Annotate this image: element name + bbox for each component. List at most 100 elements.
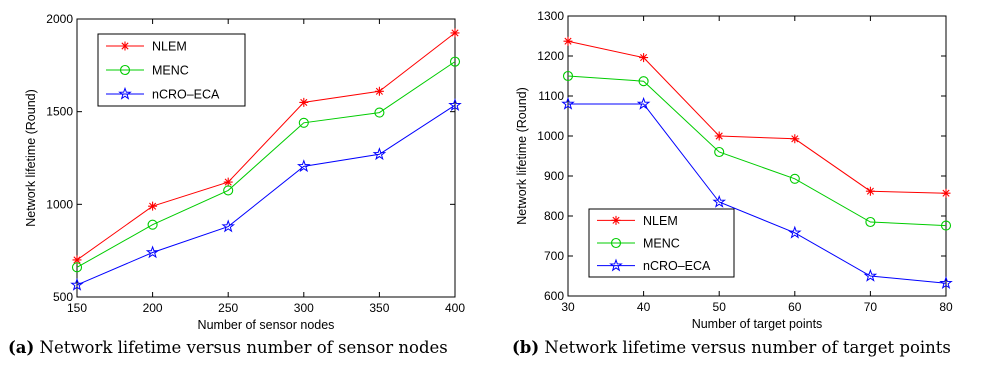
y-tick-label: 2000 <box>46 12 73 26</box>
x-tick-label: 60 <box>788 300 802 314</box>
data-point-shape <box>147 219 158 230</box>
data-point <box>449 56 461 67</box>
x-tick-label: 300 <box>294 301 314 315</box>
data-point-shape <box>374 107 385 118</box>
series-1 <box>562 70 952 231</box>
data-point-shape <box>223 177 233 187</box>
data-point-shape <box>450 28 460 38</box>
y-axis-label: Network lifetime (Round) <box>24 89 38 227</box>
data-point <box>450 28 460 38</box>
legend-marker-shape <box>119 64 131 76</box>
y-tick-label: 700 <box>544 249 564 263</box>
legend-marker <box>609 258 623 272</box>
x-axis-label: Number of target points <box>692 317 823 331</box>
data-point-shape <box>939 276 953 289</box>
legend-label: MENC <box>643 237 680 251</box>
series-2 <box>561 96 953 289</box>
data-point-shape <box>70 277 84 291</box>
data-point-shape <box>448 98 462 111</box>
data-point <box>374 86 384 96</box>
series-line <box>76 104 456 286</box>
legend-label: nCRO–ECA <box>152 88 220 102</box>
data-point <box>145 245 160 259</box>
data-point-shape <box>562 70 574 82</box>
data-point <box>374 107 385 118</box>
legend-label: NLEM <box>152 40 187 54</box>
data-point <box>639 53 649 63</box>
data-point <box>448 98 462 111</box>
legend-label: NLEM <box>643 214 678 228</box>
x-tick-label: 350 <box>369 301 389 315</box>
legend-marker <box>120 41 130 51</box>
data-point <box>297 159 311 173</box>
data-point-shape <box>865 186 875 196</box>
data-point <box>563 36 573 46</box>
data-point-shape <box>714 131 724 141</box>
data-point-shape <box>449 56 461 67</box>
data-point-shape <box>941 188 951 198</box>
data-point <box>223 177 233 187</box>
data-point <box>939 276 953 289</box>
caption-a-label: (a) <box>8 338 35 357</box>
data-point-shape <box>374 86 384 96</box>
legend-marker-shape <box>609 258 623 272</box>
data-point <box>865 186 875 196</box>
legend: NLEM MENC nCRO–ECA <box>588 208 735 278</box>
y-tick-label: 600 <box>544 289 564 303</box>
data-point-shape <box>298 117 309 128</box>
data-point <box>788 225 802 239</box>
legend-marker-shape <box>118 86 132 100</box>
legend-label: nCRO–ECA <box>643 259 711 273</box>
data-point <box>298 117 309 128</box>
caption-a: (a) Network lifetime versus number of se… <box>8 338 448 357</box>
data-point <box>712 194 726 208</box>
data-point-shape <box>297 159 311 173</box>
data-point-shape <box>865 216 876 228</box>
y-tick-label: 1000 <box>537 129 564 143</box>
y-tick-label: 1500 <box>46 105 73 119</box>
y-tick-label: 1300 <box>537 9 564 23</box>
data-point-shape <box>145 245 160 259</box>
data-point-shape <box>790 134 800 144</box>
legend-marker <box>118 86 132 100</box>
data-point <box>561 96 575 110</box>
x-tick-label: 40 <box>637 300 651 314</box>
series-line <box>76 32 456 261</box>
series-line <box>567 75 947 227</box>
legend-marker <box>119 64 131 76</box>
legend-marker-shape <box>120 41 130 51</box>
legend-marker-shape <box>610 237 622 249</box>
y-tick-label: 1200 <box>537 49 564 63</box>
caption-b-text: Network lifetime versus number of target… <box>539 338 951 357</box>
data-point <box>70 277 84 291</box>
x-tick-label: 30 <box>561 300 575 314</box>
caption-b: (b) Network lifetime versus number of ta… <box>512 338 951 357</box>
data-point <box>714 146 725 158</box>
legend-marker-shape <box>611 215 621 225</box>
data-point <box>940 220 952 231</box>
x-tick-label: 70 <box>864 300 878 314</box>
data-point <box>865 216 876 228</box>
data-point-shape <box>148 201 158 211</box>
data-point <box>221 219 235 233</box>
data-point-shape <box>372 147 387 161</box>
data-point-shape <box>788 225 802 239</box>
series-2 <box>70 98 462 291</box>
data-point-shape <box>638 76 649 87</box>
x-tick-label: 200 <box>143 301 163 315</box>
series-1 <box>71 56 461 273</box>
data-point <box>148 201 158 211</box>
data-point-shape <box>72 255 82 265</box>
legend-marker <box>611 215 621 225</box>
data-point <box>638 76 649 87</box>
x-axis-label: Number of sensor nodes <box>198 318 335 332</box>
data-point-shape <box>561 96 575 110</box>
y-tick-label: 800 <box>544 209 564 223</box>
data-point-shape <box>71 262 83 273</box>
y-tick-label: 1000 <box>46 197 73 211</box>
data-point-shape <box>639 53 649 63</box>
x-tick-label: 250 <box>218 301 238 315</box>
legend-marker <box>610 237 622 249</box>
data-point <box>372 147 387 161</box>
